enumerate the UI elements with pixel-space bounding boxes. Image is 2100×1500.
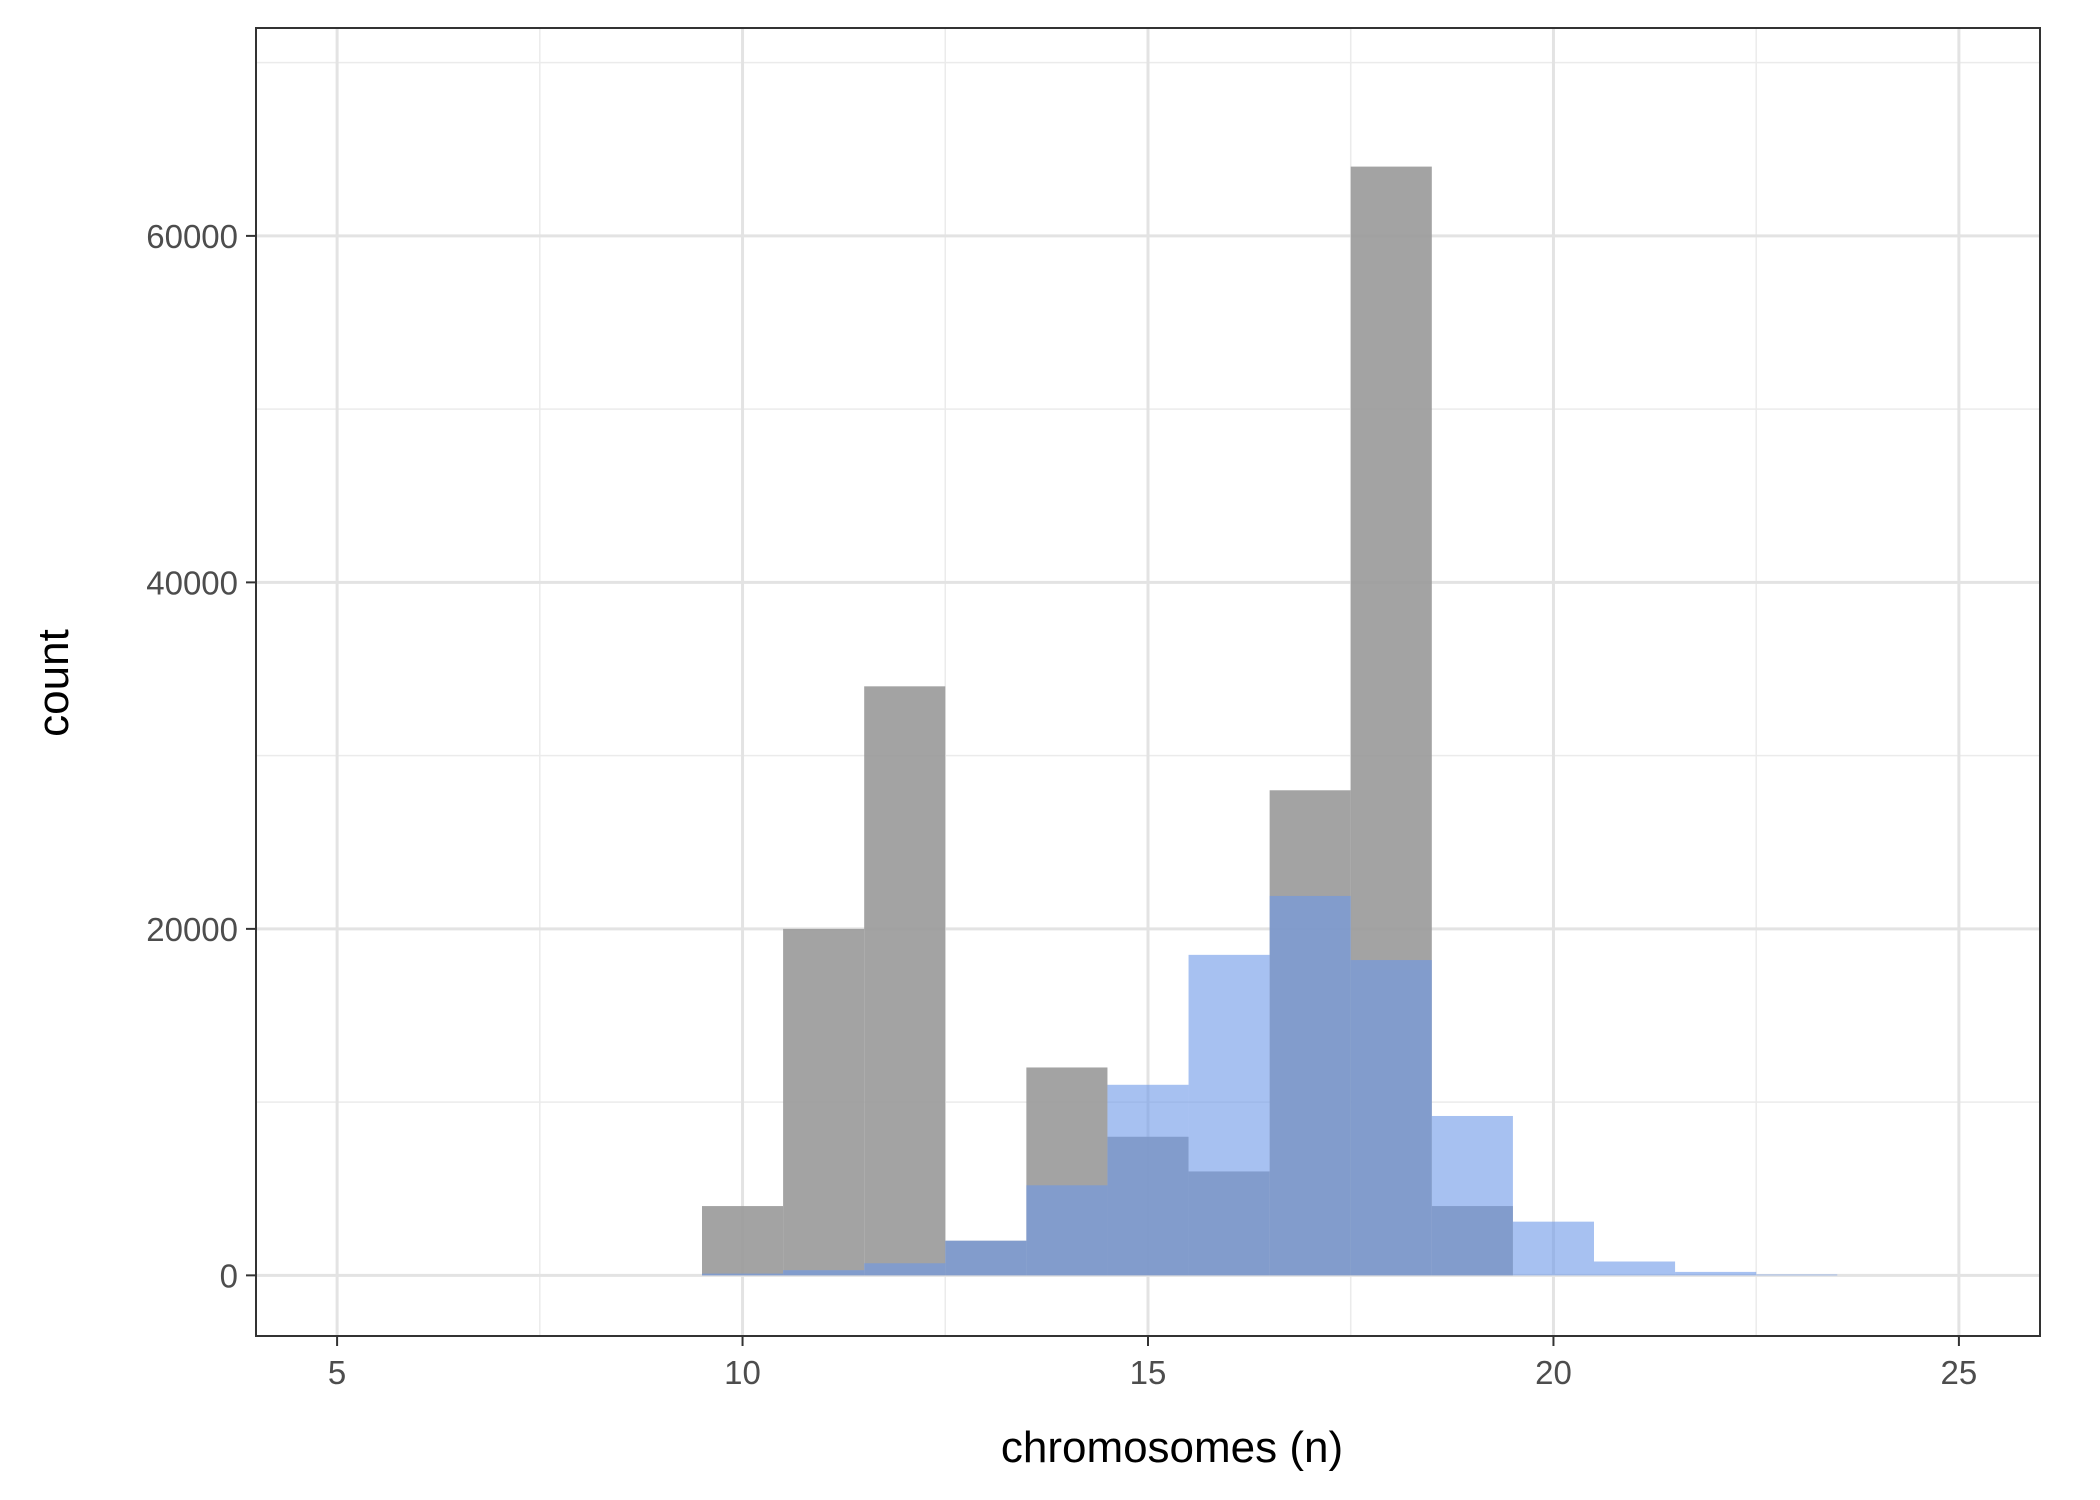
histogram-bar-series-2	[1594, 1261, 1676, 1276]
y-axis-ticks: 0 20000 40000 60000	[146, 218, 256, 1294]
histogram-bar-series-1	[702, 1206, 784, 1276]
histogram-bar-series-2	[1269, 895, 1351, 1276]
histogram-bar-series-2	[1188, 954, 1270, 1276]
histogram-bars	[702, 166, 1838, 1276]
x-tick-label: 5	[328, 1354, 346, 1391]
histogram-bar-series-2	[945, 1240, 1027, 1276]
y-axis-title: count	[29, 629, 78, 737]
histogram-bar-series-1	[783, 928, 865, 1276]
histogram-bar-series-2	[1431, 1115, 1513, 1276]
x-tick-label: 15	[1130, 1354, 1167, 1391]
y-tick-label: 20000	[146, 911, 238, 948]
histogram-bar-series-2	[1107, 1084, 1189, 1276]
histogram-bar-series-2	[702, 1273, 784, 1276]
histogram-bar-series-2	[783, 1270, 865, 1276]
y-tick-label: 60000	[146, 218, 238, 255]
histogram-bar-series-2	[1350, 960, 1432, 1276]
histogram-bar-series-1	[864, 686, 946, 1276]
histogram-bar-series-2	[1675, 1271, 1757, 1276]
x-axis-title: chromosomes (n)	[1001, 1423, 1343, 1472]
histogram-bar-series-2	[864, 1263, 946, 1276]
x-tick-label: 10	[724, 1354, 761, 1391]
histogram-bar-series-2	[1756, 1274, 1838, 1276]
x-tick-label: 20	[1535, 1354, 1572, 1391]
y-tick-label: 0	[220, 1257, 238, 1294]
histogram-bar-series-2	[1026, 1185, 1108, 1276]
y-tick-label: 40000	[146, 564, 238, 601]
histogram-bar-series-2	[1512, 1221, 1594, 1276]
x-axis-ticks: 5 10 15 20 25	[328, 1336, 1977, 1391]
x-tick-label: 25	[1941, 1354, 1978, 1391]
